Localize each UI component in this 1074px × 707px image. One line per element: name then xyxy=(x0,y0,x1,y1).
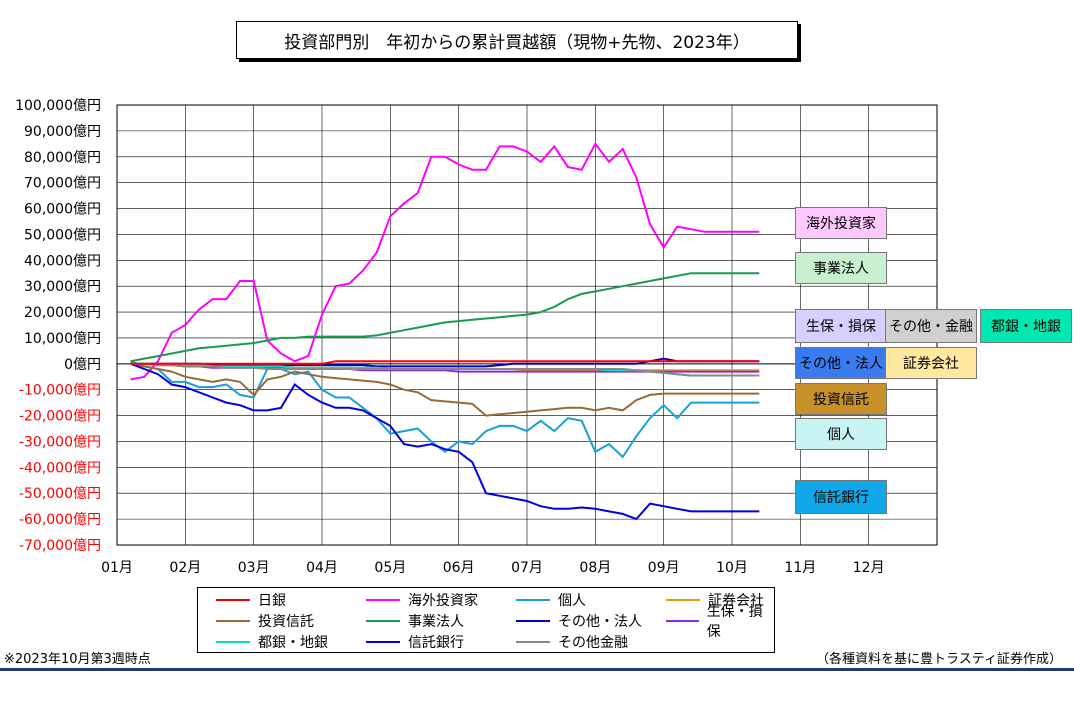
y-tick-label: -70,000億円 xyxy=(19,538,101,554)
y-tick-label: 100,000億円 xyxy=(15,98,101,114)
x-tick-label: 12月 xyxy=(853,560,885,576)
legend-label: 個人 xyxy=(558,593,586,609)
x-tick-label: 10月 xyxy=(716,560,748,576)
series-end-label: 海外投資家 xyxy=(795,207,887,239)
y-tick-label: -30,000億円 xyxy=(19,434,101,450)
series-end-label: 都銀・地銀 xyxy=(980,309,1072,343)
series-line-日銀 xyxy=(130,360,760,365)
legend-swatch xyxy=(516,620,550,622)
x-tick-label: 02月 xyxy=(169,560,201,576)
x-tick-label: 07月 xyxy=(511,560,543,576)
x-tick-label: 04月 xyxy=(306,560,338,576)
legend-label: 生保・損保 xyxy=(706,604,763,640)
y-tick-label: 0億円 xyxy=(64,357,101,373)
legend-swatch xyxy=(216,620,250,622)
series-end-label: 事業法人 xyxy=(795,252,887,284)
y-tick-label: 80,000億円 xyxy=(24,150,101,166)
series-end-label: 投資信託 xyxy=(795,383,887,415)
legend-item: 信託銀行 xyxy=(366,632,464,652)
legend-item: 事業法人 xyxy=(366,611,464,631)
x-tick-label: 05月 xyxy=(374,560,406,576)
y-tick-label: 30,000億円 xyxy=(24,279,101,295)
x-tick-label: 03月 xyxy=(238,560,270,576)
series-line-海外投資家 xyxy=(130,141,760,381)
y-tick-label: -40,000億円 xyxy=(19,460,101,476)
legend-label: 証券会社 xyxy=(708,593,764,609)
series-end-label: その他・法人 xyxy=(795,347,887,379)
legend-item: 生保・損保 xyxy=(666,604,774,640)
series-end-label: その他・金融 xyxy=(885,309,977,343)
x-tick-label: 09月 xyxy=(648,560,680,576)
y-tick-label: -60,000億円 xyxy=(19,512,101,528)
legend-item: 日銀 xyxy=(216,590,286,610)
legend-label: その他・法人 xyxy=(558,614,642,630)
x-tick-label: 01月 xyxy=(101,560,133,576)
bottom-rule xyxy=(0,668,1074,671)
legend-swatch xyxy=(666,620,699,622)
legend-swatch xyxy=(366,641,400,643)
series-line-個人 xyxy=(130,360,760,459)
legend-swatch xyxy=(366,620,400,622)
y-tick-label: 20,000億円 xyxy=(24,305,101,321)
y-tick-label: 60,000億円 xyxy=(24,202,101,218)
series-line-投資信託 xyxy=(130,362,760,417)
legend-item: その他金融 xyxy=(516,632,628,652)
legend-label: 都銀・地銀 xyxy=(258,635,328,651)
series-end-label: 個人 xyxy=(795,418,887,450)
legend-swatch xyxy=(216,641,250,643)
chart-title: 投資部門別 年初からの累計買越額（現物+先物、2023年） xyxy=(236,21,798,59)
y-tick-label: -20,000億円 xyxy=(19,409,101,425)
y-tick-label: 90,000億円 xyxy=(24,124,101,140)
legend-swatch xyxy=(516,641,550,643)
legend-label: 事業法人 xyxy=(408,614,464,630)
series-line-事業法人 xyxy=(130,272,760,363)
series-end-label: 信託銀行 xyxy=(795,480,887,514)
legend-item: 証券会社 xyxy=(666,590,764,610)
legend-label: 信託銀行 xyxy=(408,635,464,651)
legend-item: 都銀・地銀 xyxy=(216,632,328,652)
x-tick-label: 11月 xyxy=(784,560,816,576)
series-end-label: 証券会社 xyxy=(885,347,977,379)
legend-label: 海外投資家 xyxy=(408,593,478,609)
y-tick-label: 40,000億円 xyxy=(24,253,101,269)
legend-swatch xyxy=(666,599,700,601)
legend: 日銀 海外投資家 個人 証券会社投資信託 事業法人 その他・法人 生保・損保都銀・地銀 信託銀… xyxy=(197,587,775,653)
y-tick-label: 70,000億円 xyxy=(24,176,101,192)
y-tick-label: 50,000億円 xyxy=(24,227,101,243)
series-end-label: 生保・損保 xyxy=(795,309,887,343)
legend-swatch xyxy=(516,599,550,601)
legend-label: 日銀 xyxy=(258,593,286,609)
y-tick-label: 10,000億円 xyxy=(24,331,101,347)
footnote-source: （各種資料を基に豊トラスティ証券作成） xyxy=(816,652,1062,667)
series-line-その他金融 xyxy=(130,362,760,377)
x-tick-label: 06月 xyxy=(443,560,475,576)
legend-item: 個人 xyxy=(516,590,586,610)
legend-item: その他・法人 xyxy=(516,611,642,631)
y-tick-label: -10,000億円 xyxy=(19,383,101,399)
legend-item: 投資信託 xyxy=(216,611,314,631)
legend-label: 投資信託 xyxy=(258,614,314,630)
legend-swatch xyxy=(366,599,400,601)
legend-item: 海外投資家 xyxy=(366,590,478,610)
footnote-date: ※2023年10月第3週時点 xyxy=(4,652,151,667)
legend-swatch xyxy=(216,599,250,601)
legend-label: その他金融 xyxy=(558,635,628,651)
x-tick-label: 08月 xyxy=(579,560,611,576)
series-line-信託銀行 xyxy=(130,362,760,521)
y-tick-label: -50,000億円 xyxy=(19,486,101,502)
